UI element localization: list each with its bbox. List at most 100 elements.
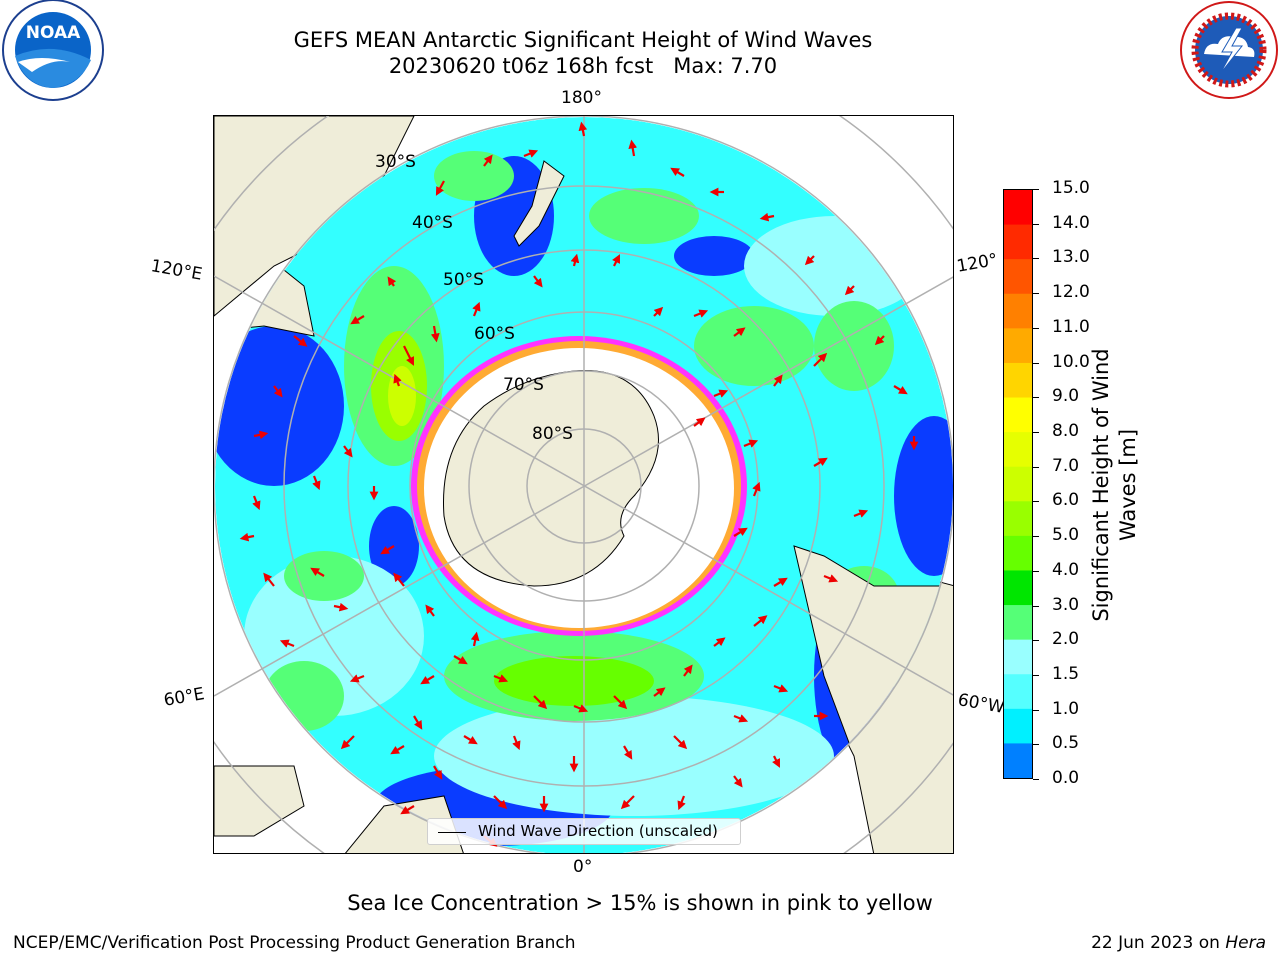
direction-arrow (523, 149, 539, 158)
direction-arrow (813, 352, 828, 367)
lon-label-right-lower: 60°W (956, 690, 1006, 719)
colorbar-tick-label: 5.0 (1052, 525, 1080, 546)
colorbar-tick-mark (1033, 189, 1039, 190)
colorbar-tick-mark (1033, 466, 1039, 468)
direction-arrow (273, 385, 283, 398)
direction-arrow (570, 253, 580, 267)
colorbar-tick-mark (1033, 709, 1039, 711)
colorbar-tick-label: 8.0 (1052, 420, 1080, 441)
direction-arrow (620, 795, 635, 810)
direction-arrow (773, 684, 789, 693)
direction-arrow (773, 577, 788, 587)
direction-arrow (533, 275, 543, 288)
direction-arrow (772, 755, 780, 768)
footer-date-text: 22 Jun 2023 on (1091, 933, 1226, 953)
colorbar-tick-mark (1033, 293, 1039, 295)
colorbar-tick-mark (1033, 779, 1039, 780)
colorbar-tick-mark (1033, 431, 1039, 433)
direction-arrow (387, 276, 397, 287)
colorbar (1003, 189, 1033, 779)
lon-label-bottom: 0° (573, 857, 593, 877)
direction-arrow (623, 745, 633, 760)
direction-arrow (350, 315, 365, 325)
direction-arrow (512, 735, 521, 751)
direction-arrow (673, 735, 688, 750)
lat-label-60s: 60°S (474, 324, 515, 344)
noaa-logo-text: NOAA (26, 23, 81, 43)
direction-arrow (435, 180, 445, 196)
direction-arrow (333, 602, 349, 612)
colorbar-swatch (1004, 190, 1032, 226)
colorbar-ticks: 15.0 14.0 13.0 12.0 11.0 10.0 9.0 8.0 7.0 6.0 5.0 4… (1033, 0, 1113, 960)
direction-arrow (853, 509, 869, 518)
direction-arrow (874, 335, 885, 346)
direction-arrow (403, 345, 414, 366)
colorbar-swatch (1004, 466, 1032, 502)
direction-arrow (670, 167, 685, 177)
colorbar-tick-label: 9.0 (1052, 386, 1080, 407)
colorbar-swatch (1004, 639, 1032, 675)
colorbar-tick-mark (1033, 362, 1039, 364)
direction-arrow (253, 430, 269, 440)
direction-arrow (578, 121, 588, 137)
lat-label-80s: 80°S (532, 424, 573, 444)
colorbar-tick-label: 2.0 (1052, 629, 1080, 650)
direction-arrow (753, 615, 768, 627)
direction-arrow (425, 604, 435, 617)
direction-arrow (343, 445, 353, 458)
direction-arrow (293, 335, 308, 347)
direction-arrow (713, 637, 726, 647)
colorbar-tick-label: 4.0 (1052, 559, 1080, 580)
direction-arrow (400, 805, 415, 815)
direction-arrow (693, 309, 709, 318)
direction-arrow (279, 639, 295, 648)
colorbar-tick-label: 14.0 (1052, 212, 1090, 233)
direction-arrow (493, 795, 508, 810)
colorbar-swatch (1004, 501, 1032, 537)
direction-arrow (733, 327, 746, 337)
legend-line-sample (438, 832, 466, 833)
colorbar-tick-label: 0.5 (1052, 733, 1080, 754)
direction-arrow (813, 457, 828, 467)
direction-arrow (773, 374, 783, 387)
direction-arrow (252, 495, 261, 511)
colorbar-tick-mark (1033, 674, 1039, 676)
colorbar-swatch (1004, 397, 1032, 433)
direction-arrow (733, 527, 748, 537)
colorbar-tick-mark (1033, 397, 1039, 399)
direction-arrow (463, 735, 478, 745)
direction-arrow (340, 735, 355, 750)
direction-arrow (310, 567, 325, 577)
footer-date: 22 Jun 2023 on Hera (1091, 933, 1266, 953)
direction-arrow (380, 545, 395, 555)
direction-arrow (823, 574, 839, 583)
colorbar-tick-mark (1033, 570, 1039, 572)
colorbar-tick-label: 11.0 (1052, 316, 1090, 337)
colorbar-tick-label: 15.0 (1052, 178, 1090, 198)
direction-arrow (573, 704, 589, 713)
direction-arrow (677, 795, 686, 811)
colorbar-swatch (1004, 432, 1032, 468)
nws-logo (1176, 0, 1280, 106)
direction-arrow (420, 675, 435, 685)
direction-arrow (263, 572, 275, 587)
direction-arrow (413, 715, 423, 730)
colorbar-tick-label: 0.0 (1052, 768, 1080, 788)
sea-ice-caption: Sea Ice Concentration > 15% is shown in … (347, 891, 933, 915)
colorbar-label-line1: Significant Height of Wind (1089, 348, 1113, 622)
colorbar-tick-mark (1033, 640, 1039, 642)
direction-arrow (472, 301, 481, 317)
colorbar-label-line2: Waves [m] (1116, 428, 1140, 542)
colorbar-swatch (1004, 259, 1032, 295)
direction-arrow (683, 664, 693, 677)
direction-arrow (804, 255, 815, 266)
direction-arrow (733, 714, 749, 723)
direction-arrow (653, 306, 664, 317)
colorbar-tick-mark (1033, 327, 1039, 329)
colorbar-tick-label: 3.0 (1052, 594, 1080, 615)
colorbar-swatch (1004, 293, 1032, 329)
colorbar-swatch (1004, 743, 1032, 779)
direction-arrow (613, 695, 628, 710)
colorbar-swatch (1004, 605, 1032, 641)
direction-arrow (239, 532, 255, 542)
